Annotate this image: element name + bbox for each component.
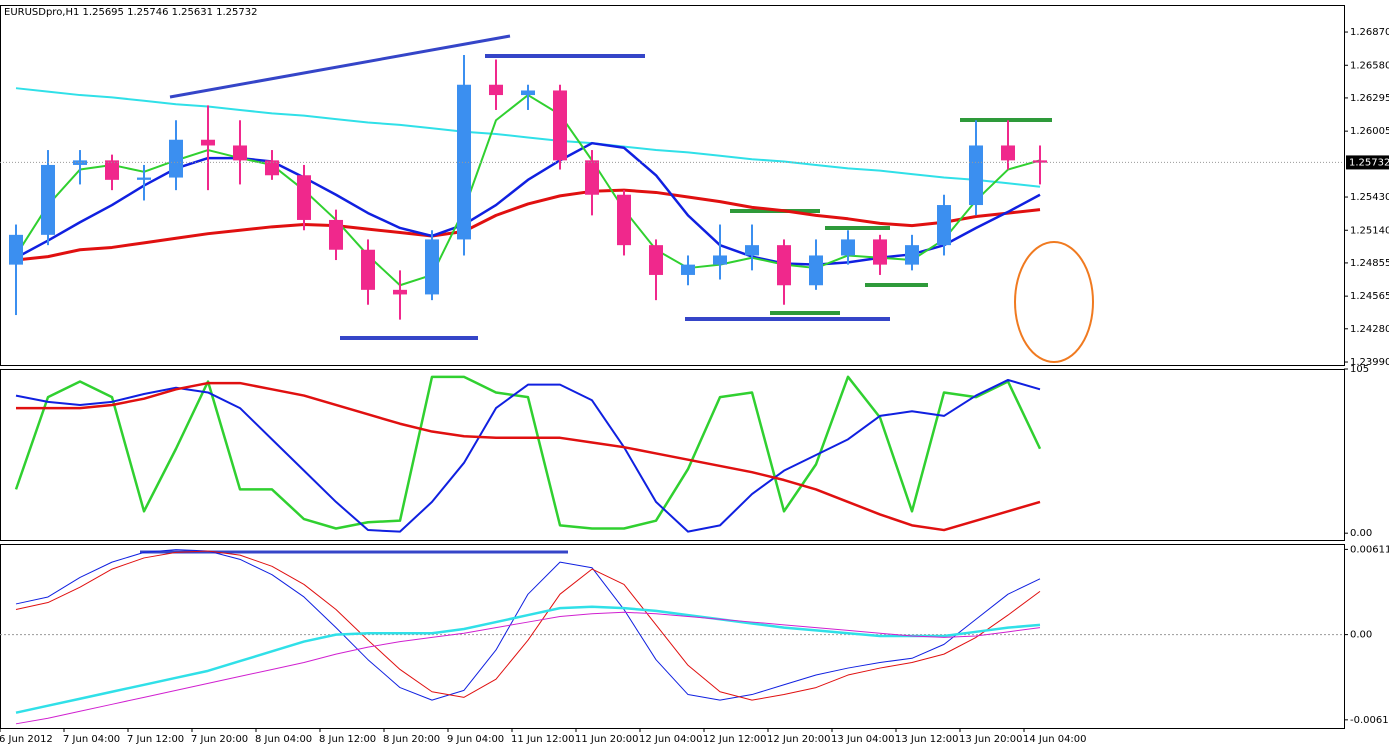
plot-area <box>15 549 1041 725</box>
macd-panel <box>0 544 1345 729</box>
x-tick-label: 12 Jun 20:00 <box>767 734 831 745</box>
x-tick-label: 13 Jun 12:00 <box>895 734 959 745</box>
candle-body <box>393 289 407 295</box>
price-box <box>1346 155 1389 170</box>
candle-body <box>361 249 375 290</box>
candle-body <box>905 245 919 265</box>
x-tick-label: 11 Jun 20:00 <box>575 734 639 745</box>
indicator-line <box>15 378 1041 533</box>
indicator-line <box>15 605 1041 714</box>
y-tick-label: 1.25140 <box>1350 225 1389 236</box>
x-tick-label: 13 Jun 20:00 <box>959 734 1023 745</box>
indicator-line <box>15 611 1041 725</box>
x-tick-label: 12 Jun 04:00 <box>639 734 703 745</box>
candle-body <box>105 160 119 180</box>
trend-line <box>169 34 511 99</box>
price-panel <box>0 5 1345 366</box>
chart-title: EURUSDpro,H1 1.25695 1.25746 1.25631 1.2… <box>4 7 258 18</box>
y-tick-label: 1.26870 <box>1350 27 1389 38</box>
candle-body <box>585 160 599 195</box>
candle-body <box>9 234 23 265</box>
plot-area <box>9 54 1047 320</box>
x-tick-label: 8 Jun 04:00 <box>255 734 312 745</box>
x-tick-label: 8 Jun 12:00 <box>319 734 376 745</box>
oscillator-panel <box>0 369 1345 541</box>
x-tick-label: 7 Jun 12:00 <box>127 734 184 745</box>
x-tick-label: 7 Jun 04:00 <box>63 734 120 745</box>
price-label: 1.25732 <box>1349 157 1389 168</box>
y-tick-label: 1.26580 <box>1350 60 1389 71</box>
candle-body <box>297 175 311 220</box>
candle-body <box>169 139 183 178</box>
indicator-line <box>15 549 1041 701</box>
candle-body <box>681 264 695 275</box>
y-tick-label: 1.24855 <box>1350 258 1389 269</box>
x-tick-label: 12 Jun 12:00 <box>703 734 767 745</box>
x-tick-label: 11 Jun 12:00 <box>511 734 575 745</box>
candle-body <box>969 145 983 206</box>
candle-body <box>937 205 951 246</box>
candle-body <box>137 177 151 180</box>
candle-body <box>841 239 855 256</box>
y-tick-label: 1.26295 <box>1350 93 1389 104</box>
indicator-line <box>16 381 1041 532</box>
x-tick-label: 6 Jun 2012 <box>0 734 53 745</box>
x-tick-label: 14 Jun 04:00 <box>1023 734 1087 745</box>
y-tick-label: 1.24280 <box>1350 324 1389 335</box>
candle-body <box>233 145 247 161</box>
indicator-line <box>15 550 1041 701</box>
indicator-line <box>15 141 1041 266</box>
x-tick-label: 9 Jun 04:00 <box>447 734 504 745</box>
y-tick-label: 0.006114 <box>1350 544 1389 555</box>
candle-body <box>649 245 663 275</box>
candle-body <box>265 160 279 176</box>
candle-body <box>425 239 439 295</box>
indicator-line <box>15 188 1041 262</box>
candle-body <box>1001 145 1015 161</box>
candle-body <box>809 255 823 286</box>
plot-area <box>14 375 1042 533</box>
candle-body <box>521 90 535 96</box>
highlight-ellipse <box>1014 241 1094 363</box>
y-tick-label: -0.006114 <box>1350 715 1389 726</box>
candle-body <box>1033 160 1047 163</box>
candle-body <box>873 239 887 265</box>
y-tick-label: 1.23990 <box>1350 357 1389 368</box>
y-tick-label: 1.24565 <box>1350 291 1389 302</box>
y-tick-label: 0.00 <box>1350 528 1372 539</box>
candle-body <box>553 90 567 161</box>
candle-body <box>329 219 343 250</box>
indicator-line <box>14 375 1042 530</box>
candle-body <box>777 245 791 286</box>
y-tick-label: 1.26005 <box>1350 126 1389 137</box>
indicator-line <box>15 87 1041 188</box>
x-tick-label: 7 Jun 20:00 <box>191 734 248 745</box>
candle-body <box>73 160 87 165</box>
candle-body <box>201 139 215 146</box>
y-tick-label: 105 <box>1350 364 1369 375</box>
candle-body <box>457 84 471 240</box>
y-tick-label: 1.25430 <box>1350 192 1389 203</box>
candle-body <box>617 194 631 246</box>
candle-body <box>713 255 727 265</box>
y-tick-label: 0.00 <box>1350 630 1372 641</box>
candle-body <box>745 245 759 256</box>
x-tick-label: 8 Jun 20:00 <box>383 734 440 745</box>
x-tick-label: 13 Jun 04:00 <box>831 734 895 745</box>
candle-body <box>489 84 503 96</box>
candle-body <box>41 164 55 235</box>
